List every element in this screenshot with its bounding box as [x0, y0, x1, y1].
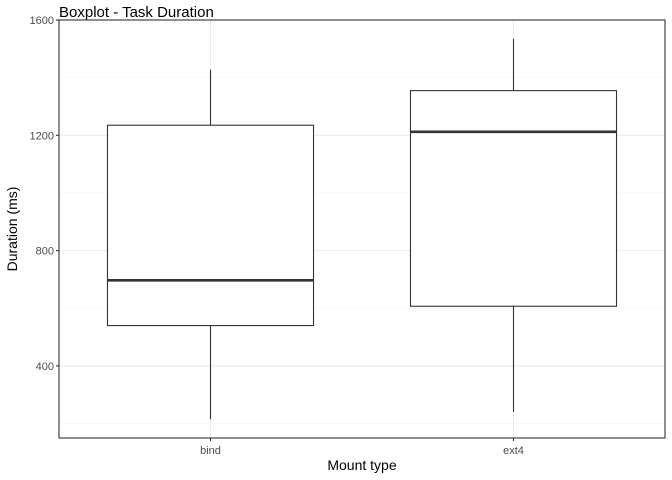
y-tick-label: 1200 — [30, 130, 54, 142]
y-tick-label: 400 — [36, 361, 54, 373]
box-bind — [106, 69, 315, 420]
x-tick-label: ext4 — [503, 445, 524, 457]
box-ext4 — [409, 38, 618, 413]
box-iqr — [409, 90, 618, 307]
x-tick-label: bind — [200, 445, 221, 457]
panel-border — [58, 19, 666, 439]
y-axis-ticks: 400 800 1200 1600 — [30, 15, 59, 373]
y-axis-title: Duration (ms) — [4, 187, 20, 272]
y-tick-label: 1600 — [30, 15, 54, 27]
x-axis-title: Mount type — [327, 457, 396, 473]
box-iqr — [106, 124, 315, 327]
chart-title: Boxplot - Task Duration — [59, 4, 214, 21]
y-tick-label: 800 — [36, 246, 54, 258]
x-axis-ticks: bind ext4 — [200, 438, 524, 457]
box-layer — [106, 38, 618, 420]
